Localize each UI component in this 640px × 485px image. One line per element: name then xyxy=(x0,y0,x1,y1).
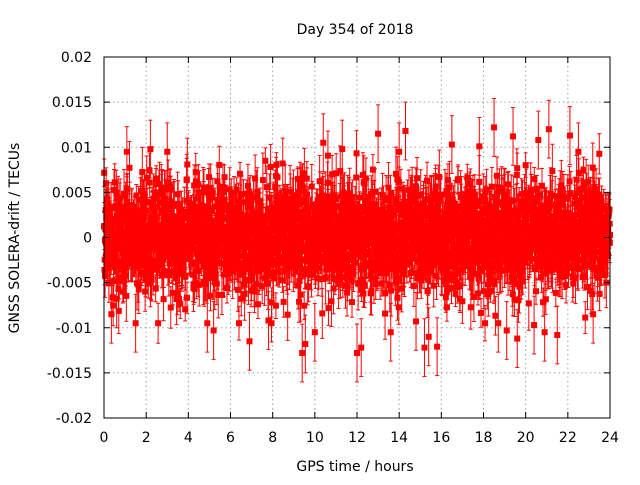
point-marker xyxy=(214,281,220,287)
point-marker xyxy=(273,303,279,309)
data-point xyxy=(268,144,274,189)
point-marker xyxy=(136,286,142,292)
point-marker xyxy=(242,291,248,297)
point-marker xyxy=(208,293,214,299)
point-marker xyxy=(184,162,190,168)
point-marker xyxy=(126,165,132,171)
point-marker xyxy=(124,149,130,155)
point-marker xyxy=(216,162,222,168)
point-marker xyxy=(168,304,174,310)
point-marker xyxy=(175,191,181,197)
point-marker xyxy=(155,320,161,326)
point-marker xyxy=(177,301,183,307)
point-marker xyxy=(147,180,153,186)
point-marker xyxy=(206,174,212,180)
point-marker xyxy=(168,186,174,192)
point-marker xyxy=(274,174,280,180)
point-marker xyxy=(268,164,274,170)
point-marker xyxy=(184,295,190,301)
point-marker xyxy=(195,268,201,274)
point-marker xyxy=(262,158,268,164)
data-series xyxy=(101,99,613,382)
point-marker xyxy=(201,185,207,191)
point-marker xyxy=(273,162,279,168)
data-point xyxy=(155,303,161,343)
point-marker xyxy=(184,176,190,182)
point-marker xyxy=(260,177,266,183)
point-marker xyxy=(255,301,261,307)
point-marker xyxy=(123,293,129,299)
point-marker xyxy=(222,174,228,180)
point-marker xyxy=(161,296,167,302)
point-marker xyxy=(235,287,241,293)
point-marker xyxy=(236,320,242,326)
point-marker xyxy=(153,176,159,182)
